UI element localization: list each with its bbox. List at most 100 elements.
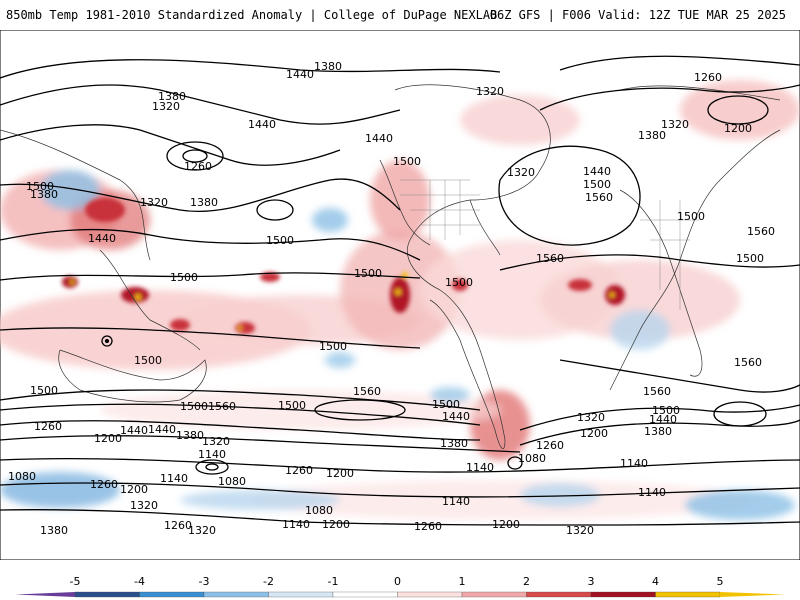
contour-label: 1500 xyxy=(583,178,611,191)
colorbar: -5 -4 -3 -2 -1 0 1 2 3 4 5 xyxy=(15,575,785,598)
contour-label: 1200 xyxy=(326,467,354,480)
contour-label: 1380 xyxy=(314,60,342,73)
contour-label: 1140 xyxy=(282,518,310,531)
contour-label: 1260 xyxy=(285,464,313,477)
contour-label: 1500 xyxy=(26,180,54,193)
colorbar-swatch xyxy=(461,591,527,598)
colorbar-tick-label: 3 xyxy=(588,575,595,588)
colorbar-swatch xyxy=(268,591,334,598)
contour-label: 1080 xyxy=(518,452,546,465)
contour-label: 1500 xyxy=(432,398,460,411)
contour-label: 1260 xyxy=(184,160,212,173)
contour-label: 1500 xyxy=(677,210,705,223)
colorbar-tick-label: -2 xyxy=(263,575,274,588)
colorbar-tick-label: -5 xyxy=(70,575,81,588)
height-contours xyxy=(0,55,800,526)
contour-label: 1500 xyxy=(30,384,58,397)
coastlines xyxy=(0,84,781,450)
contour-label: 1320 xyxy=(202,435,230,448)
contour-label: 1260 xyxy=(414,520,442,533)
contour-label: 1500 xyxy=(354,267,382,280)
header: 850mb Temp 1981-2010 Standardized Anomal… xyxy=(0,0,800,30)
contour-label: 1500 xyxy=(266,234,294,247)
contour-label: 1320 xyxy=(188,524,216,537)
map-title: 850mb Temp 1981-2010 Standardized Anomal… xyxy=(6,8,498,22)
anomaly-hotspots xyxy=(62,198,625,334)
contour-label: 1380 xyxy=(176,429,204,442)
colorbar-swatch xyxy=(590,591,656,598)
contour-label: 1560 xyxy=(536,252,564,265)
run-valid-time: 06Z GFS | F006 Valid: 12Z TUE MAR 25 202… xyxy=(489,8,786,22)
contour-label: 1320 xyxy=(661,118,689,131)
colorbar-ticks: -5 -4 -3 -2 -1 0 1 2 3 4 5 xyxy=(70,575,724,588)
colorbar-tick-label: 5 xyxy=(717,575,724,588)
contour-labels: 1380 1440 1380 1320 1260 1440 1500 1380 … xyxy=(8,60,775,537)
contour-label: 1380 xyxy=(190,196,218,209)
colorbar-swatches xyxy=(15,591,785,598)
colorbar-swatch xyxy=(526,591,592,598)
contour-label: 1440 xyxy=(583,165,611,178)
contour-label: 1440 xyxy=(248,118,276,131)
contour-label: 1320 xyxy=(476,85,504,98)
contour-label: 1380 xyxy=(30,188,58,201)
contour-label: 1560 xyxy=(643,385,671,398)
contour-label: 1260 xyxy=(164,519,192,532)
contour-label: 1140 xyxy=(198,448,226,461)
contour-label: 1080 xyxy=(305,504,333,517)
contour-label: 1200 xyxy=(120,483,148,496)
contour-label: 1440 xyxy=(88,232,116,245)
contour-label: 1260 xyxy=(536,439,564,452)
colorbar-tick-label: -4 xyxy=(134,575,145,588)
contour-label: 1560 xyxy=(353,385,381,398)
contour-label: 1200 xyxy=(94,432,122,445)
contour-label: 1560 xyxy=(208,400,236,413)
contour-label: 1320 xyxy=(152,100,180,113)
contour-label: 1320 xyxy=(577,411,605,424)
contour-label: 1560 xyxy=(734,356,762,369)
colorbar-tick-label: 1 xyxy=(459,575,466,588)
contour-label: 1440 xyxy=(442,410,470,423)
contour-label: 1140 xyxy=(160,472,188,485)
contour-label: 1200 xyxy=(580,427,608,440)
contour-label: 1500 xyxy=(736,252,764,265)
colorbar-tick-label: -1 xyxy=(328,575,339,588)
colorbar-min-arrow xyxy=(15,592,75,597)
contour-label: 1440 xyxy=(120,424,148,437)
contour-label: 1500 xyxy=(170,271,198,284)
colorbar-swatch xyxy=(655,591,721,598)
colorbar-swatch xyxy=(332,591,398,598)
colorbar-tick-label: -3 xyxy=(199,575,210,588)
contour-label: 1260 xyxy=(90,478,118,491)
contour-label: 1260 xyxy=(34,420,62,433)
contour-label: 1500 xyxy=(278,399,306,412)
contour-label: 1140 xyxy=(442,495,470,508)
colorbar-swatch xyxy=(139,591,205,598)
contour-label: 1380 xyxy=(638,129,666,142)
contour-label: 1380 xyxy=(158,90,186,103)
contour-label: 1380 xyxy=(440,437,468,450)
contour-label: 1380 xyxy=(644,425,672,438)
contour-label: 1260 xyxy=(694,71,722,84)
colorbar-swatch xyxy=(397,591,463,598)
borders xyxy=(400,179,700,310)
contour-label: 1200 xyxy=(492,518,520,531)
contour-label: 1200 xyxy=(724,122,752,135)
contour-label: 1320 xyxy=(507,166,535,179)
contour-label: 1080 xyxy=(218,475,246,488)
colorbar-max-arrow xyxy=(720,592,785,597)
contour-label: 1080 xyxy=(8,470,36,483)
contour-label: 1320 xyxy=(566,524,594,537)
colorbar-tick-label: 0 xyxy=(394,575,401,588)
contour-label: 1140 xyxy=(620,457,648,470)
contour-label: 1440 xyxy=(148,423,176,436)
contour-label: 1440 xyxy=(649,413,677,426)
colorbar-tick-label: 4 xyxy=(652,575,659,588)
contour-label: 1320 xyxy=(130,499,158,512)
contour-label: 1500 xyxy=(445,276,473,289)
contour-label: 1500 xyxy=(180,400,208,413)
contour-label: 1380 xyxy=(40,524,68,537)
contour-label: 1500 xyxy=(393,155,421,168)
contour-label: 1140 xyxy=(466,461,494,474)
contour-label: 1560 xyxy=(747,225,775,238)
contour-label: 1500 xyxy=(319,340,347,353)
